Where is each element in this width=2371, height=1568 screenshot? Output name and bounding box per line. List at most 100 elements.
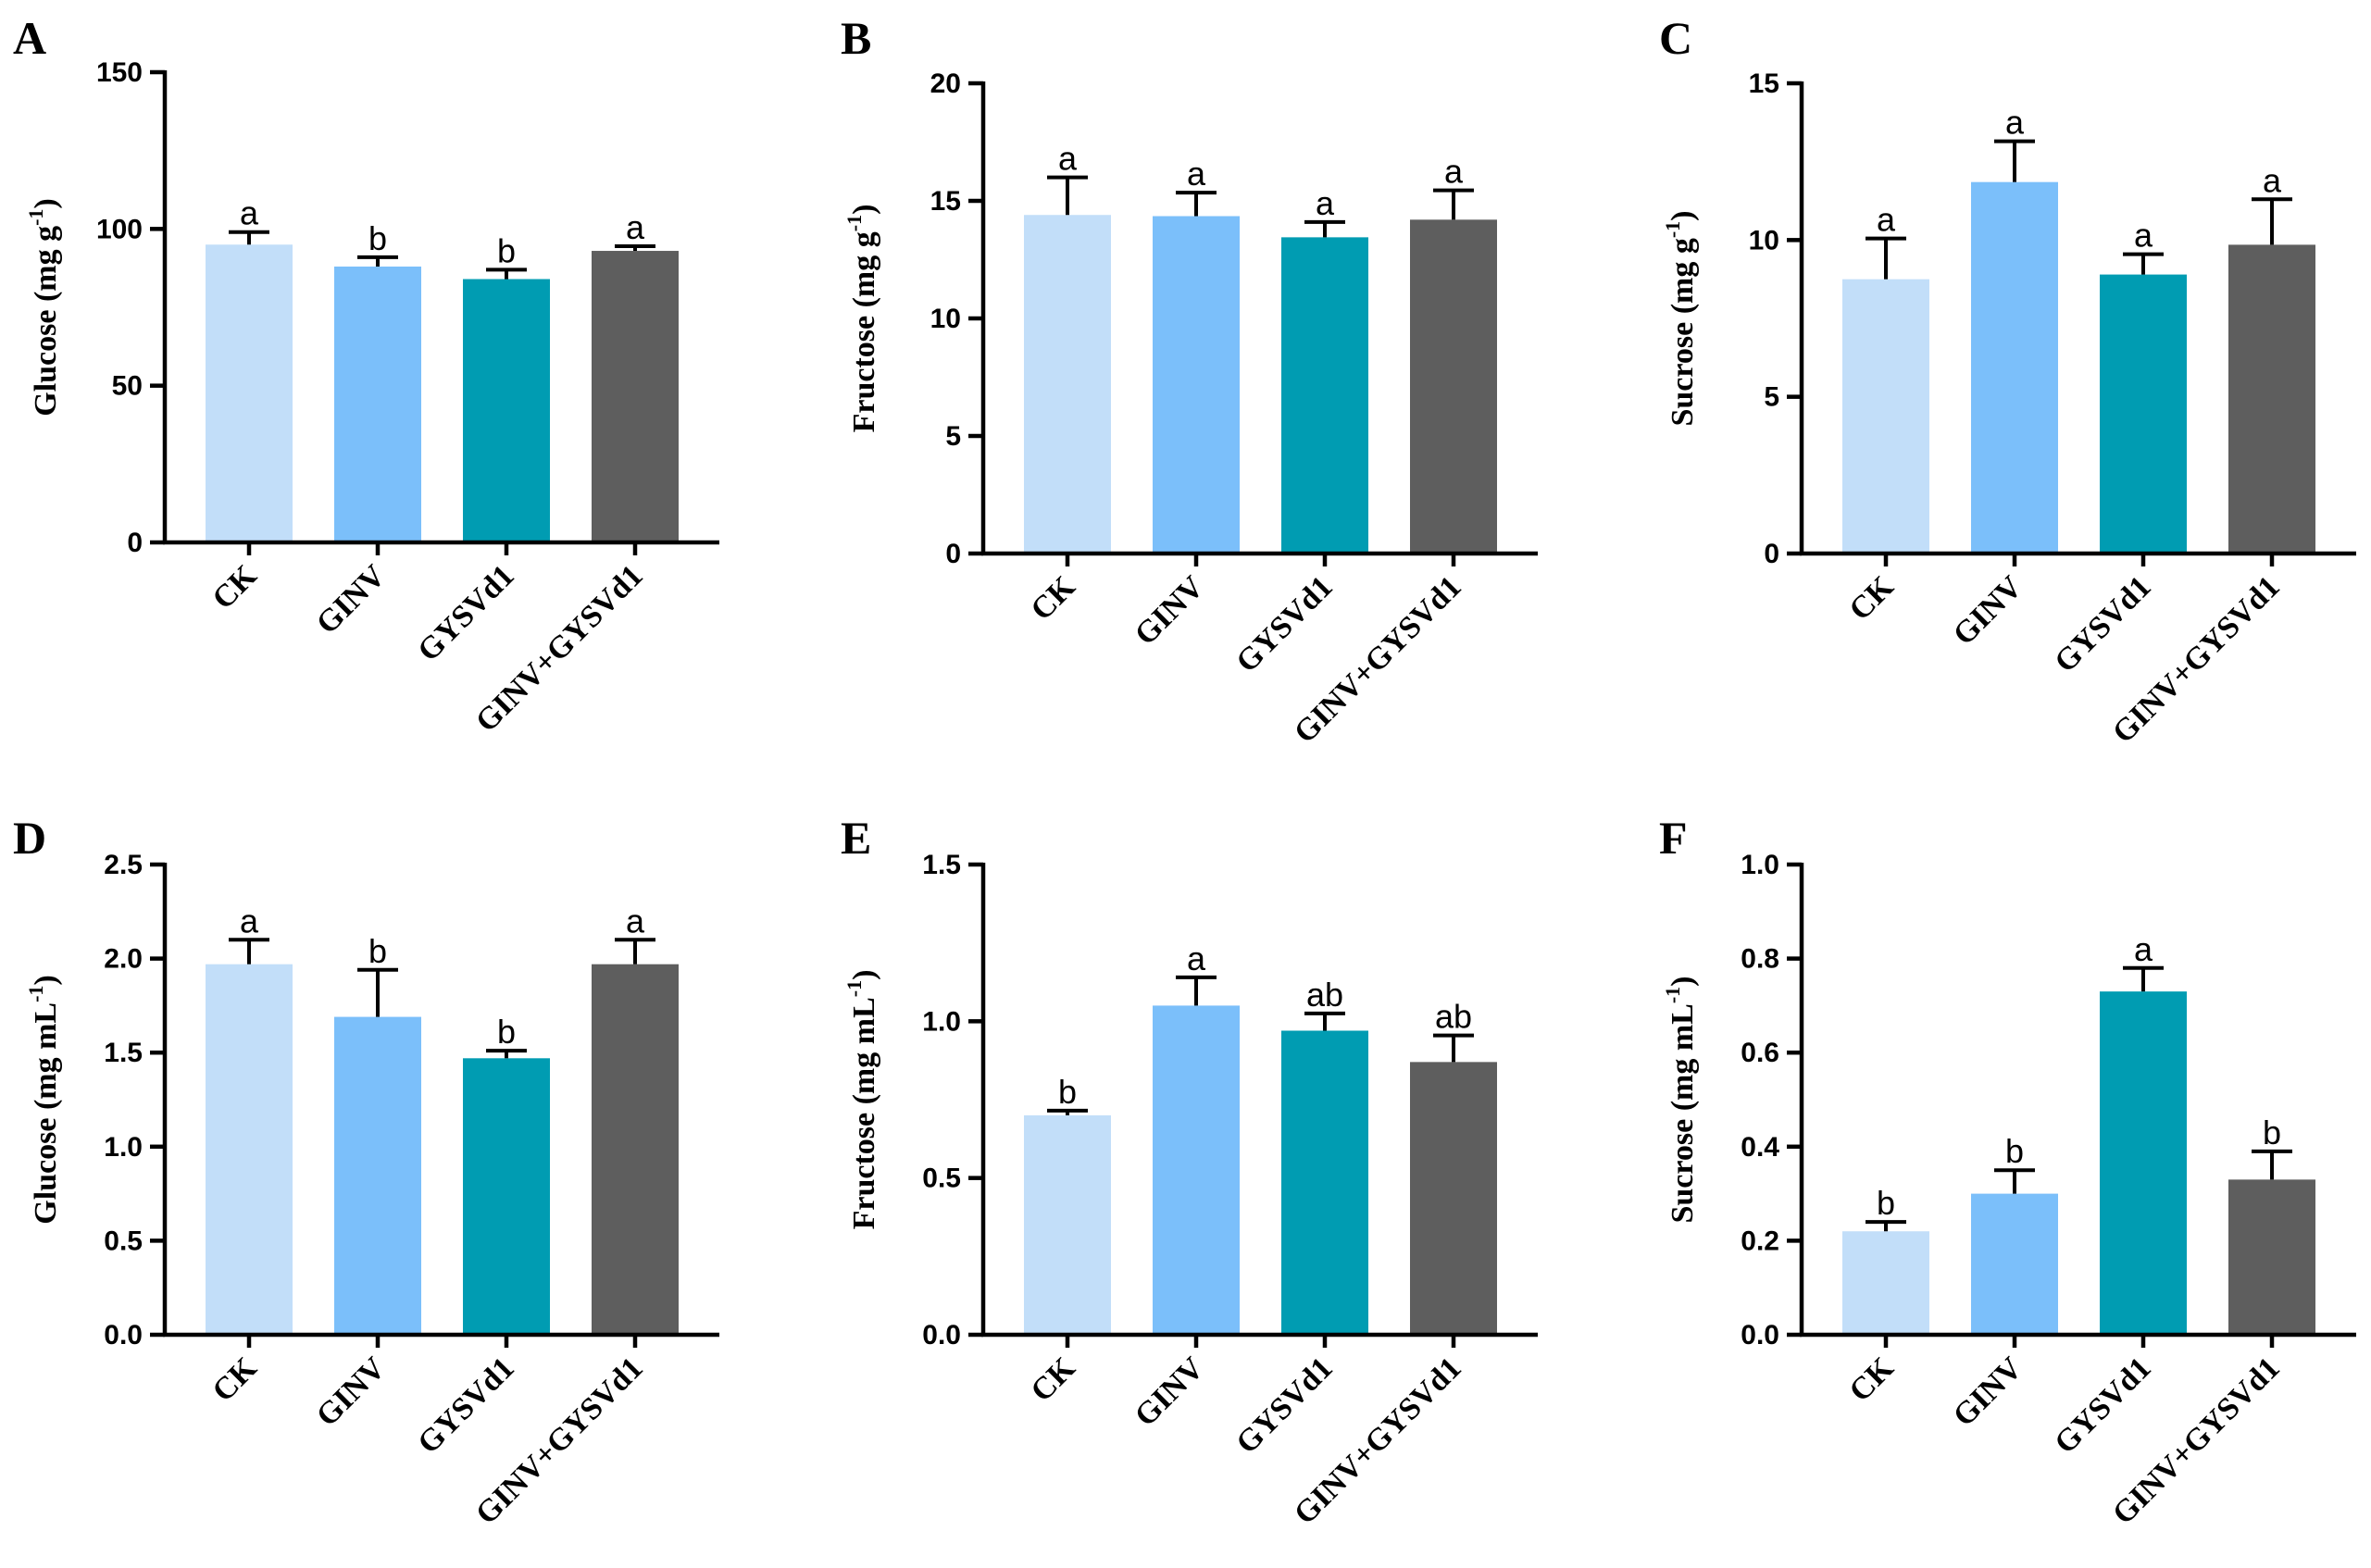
y-tick-label: 0.0 [922, 1320, 961, 1350]
significance-label: a [240, 194, 259, 232]
y-axis-title-close: ) [847, 970, 881, 980]
significance-label: b [368, 219, 387, 257]
y-tick-label: 0.5 [922, 1164, 961, 1194]
y-axis-title-main: Sucrose (mg mL [1666, 1003, 1700, 1223]
bar-f-3 [2100, 991, 2187, 1335]
y-tick-label: 20 [930, 68, 961, 99]
y-axis-title: Glucose (mg g-1) [24, 198, 63, 417]
y-tick-label: 1.0 [1741, 850, 1779, 880]
significance-label: b [2005, 1132, 2024, 1170]
y-tick-label: 0.6 [1741, 1038, 1779, 1068]
bar-b-2 [1153, 216, 1240, 554]
category-label: CK [1024, 1350, 1082, 1409]
y-tick-label: 1.5 [922, 850, 961, 880]
y-tick-label: 0.0 [1741, 1320, 1779, 1350]
category-label: GINV [1129, 569, 1211, 652]
y-axis-title: Glucose (mg mL-1) [24, 975, 63, 1225]
bar-e-2 [1153, 1005, 1240, 1335]
category-label: GYSVd1 [1229, 569, 1339, 678]
bar-d-2 [334, 1016, 421, 1335]
y-tick-label: 15 [1749, 68, 1779, 99]
significance-label: a [2134, 217, 2153, 255]
y-axis-title-superscript: -1 [842, 215, 866, 231]
y-tick-label: 15 [930, 186, 961, 217]
y-axis-title: Fructose (mg mL-1) [842, 970, 881, 1230]
y-tick-label: 5 [945, 421, 961, 452]
category-label: GYSVd1 [411, 558, 520, 667]
category-label: CK [1842, 569, 1901, 628]
y-tick-label: 0.8 [1741, 944, 1779, 975]
y-axis-title-main: Sucrose (mg g [1666, 238, 1700, 426]
y-axis-title-superscript: -1 [1661, 221, 1684, 238]
significance-label: a [626, 208, 645, 246]
bar-c-2 [1971, 181, 2058, 554]
bar-a-1 [206, 244, 293, 542]
y-axis-title-close: ) [29, 198, 63, 208]
y-axis-title-superscript: -1 [842, 980, 866, 997]
y-tick-label: 0.5 [104, 1226, 143, 1256]
category-label: GINV [310, 1350, 393, 1433]
significance-label: a [1316, 184, 1335, 222]
bar-c-4 [2228, 244, 2315, 554]
bar-a-4 [592, 251, 679, 542]
y-axis-title-close: ) [29, 975, 63, 985]
bar-c-1 [1842, 279, 1929, 554]
y-tick-label: 5 [1764, 382, 1779, 413]
panel-letter: D [13, 812, 46, 864]
significance-label: a [1877, 201, 1896, 239]
y-axis-title: Sucrose (mg mL-1) [1661, 976, 1700, 1223]
y-axis-title: Fructose (mg g-1) [842, 205, 881, 433]
y-tick-label: 150 [96, 57, 143, 88]
bar-e-4 [1410, 1062, 1497, 1335]
bar-f-2 [1971, 1193, 2058, 1335]
y-tick-label: 0.0 [104, 1320, 143, 1350]
significance-label: b [368, 932, 387, 970]
significance-label: ab [1435, 998, 1472, 1036]
y-axis-title-close: ) [1666, 210, 1700, 220]
category-label: GINV [1947, 569, 2029, 652]
significance-label: b [497, 1013, 516, 1051]
y-axis-title-main: Fructose (mg mL [847, 997, 881, 1229]
significance-label: b [1877, 1184, 1895, 1222]
significance-label: a [2005, 104, 2025, 142]
category-label: CK [1842, 1350, 1901, 1409]
y-tick-label: 0 [1764, 539, 1779, 569]
category-label: GINV [1947, 1350, 2029, 1433]
y-axis-title-close: ) [847, 205, 881, 215]
significance-label: a [1187, 940, 1206, 977]
significance-label: a [626, 902, 645, 940]
category-label: GYSVd1 [411, 1350, 520, 1460]
category-label: GYSVd1 [1229, 1350, 1339, 1460]
significance-label: b [497, 231, 516, 269]
y-tick-label: 10 [930, 304, 961, 334]
y-axis-title-main: Glucose (mg g [29, 226, 63, 417]
panel-letter: C [1659, 12, 1692, 64]
bar-b-3 [1281, 237, 1368, 554]
panel-letter: B [841, 12, 871, 64]
y-tick-label: 2.5 [104, 850, 143, 880]
significance-label: a [1058, 140, 1078, 178]
significance-label: a [1187, 155, 1206, 193]
category-label: GYSVd1 [2048, 569, 2157, 678]
category-label: CK [206, 558, 264, 616]
y-axis-title-main: Fructose (mg g [847, 231, 881, 432]
y-tick-label: 0.4 [1741, 1132, 1779, 1163]
y-tick-label: 2.0 [104, 944, 143, 975]
category-label: GINV [310, 558, 393, 641]
y-tick-label: 1.0 [104, 1132, 143, 1163]
category-label: GINV [1129, 1350, 1211, 1433]
category-label: CK [206, 1350, 264, 1409]
y-tick-label: 10 [1749, 225, 1779, 255]
category-label: GYSVd1 [2048, 1350, 2157, 1460]
bar-f-4 [2228, 1179, 2315, 1335]
y-axis-title-main: Glucose (mg mL [29, 1002, 63, 1225]
significance-label: a [2263, 161, 2282, 199]
significance-label: a [1444, 153, 1464, 191]
y-tick-label: 50 [112, 371, 143, 402]
